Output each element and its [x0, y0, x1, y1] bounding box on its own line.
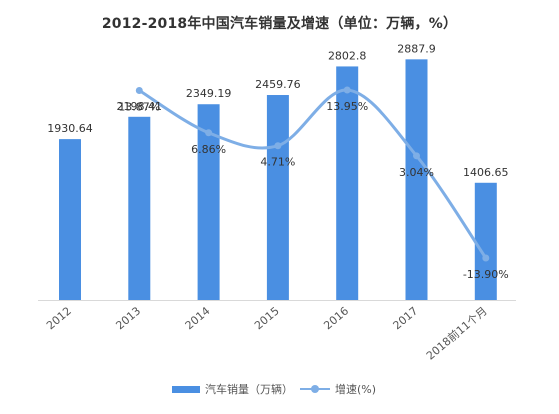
- legend-swatch-growth: [300, 384, 330, 394]
- growth-line: [137, 88, 488, 260]
- bar-sales-2: [197, 104, 220, 301]
- bar-sales-3: [266, 95, 289, 301]
- x-tick-label-5: 2017: [391, 304, 421, 332]
- bar-value-label-1: 2198.41: [117, 100, 163, 113]
- bar-value-label-0: 1930.64: [47, 122, 93, 135]
- growth-point-5: [413, 152, 420, 160]
- bar-value-label-5: 2887.9: [397, 42, 436, 55]
- x-tick-label-6: 2018前11个月: [423, 304, 489, 363]
- bar-sales-5: [405, 59, 428, 300]
- legend-label-sales: 汽车销量（万辆）: [205, 383, 293, 396]
- legend-label-growth: 增速(%): [335, 383, 377, 396]
- growth-point-1: [135, 86, 143, 94]
- legend-item-sales: 汽车销量（万辆）: [172, 381, 293, 397]
- x-tick-label-3: 2015: [252, 304, 282, 332]
- x-tick-label-4: 2016: [321, 304, 351, 332]
- x-tick-label-0: 2012: [44, 304, 74, 332]
- growth-value-label-3: 4.71%: [260, 156, 295, 169]
- growth-point-3: [274, 142, 282, 150]
- legend-swatch-sales: [172, 385, 200, 393]
- growth-value-label-5: 3.04%: [399, 166, 434, 179]
- bar-value-label-4: 2802.8: [328, 49, 367, 62]
- bar-value-label-2: 2349.19: [186, 87, 232, 100]
- bar-sales-1: [128, 116, 151, 300]
- x-tick-label-2: 2014: [183, 304, 213, 332]
- bar-value-label-3: 2459.76: [255, 78, 301, 91]
- growth-value-label-6: -13.90%: [463, 268, 509, 281]
- x-tick-label-1: 2013: [113, 304, 143, 332]
- bar-sales-6: [474, 182, 497, 300]
- growth-value-label-1: 13.87%: [118, 100, 160, 113]
- legend-item-growth: 增速(%): [300, 381, 376, 397]
- bar-sales-0: [59, 139, 81, 300]
- growth-point-6: [482, 254, 490, 262]
- growth-point-4: [343, 86, 351, 94]
- chart-title: 2012-2018年中国汽车销量及增速（单位：万辆，%）: [101, 16, 458, 32]
- bar-sales-4: [336, 66, 359, 300]
- growth-value-label-2: 6.86%: [191, 143, 226, 156]
- bar-value-label-6: 1406.65: [463, 166, 509, 179]
- growth-point-2: [205, 129, 213, 137]
- growth-value-label-4: 13.95%: [326, 100, 368, 113]
